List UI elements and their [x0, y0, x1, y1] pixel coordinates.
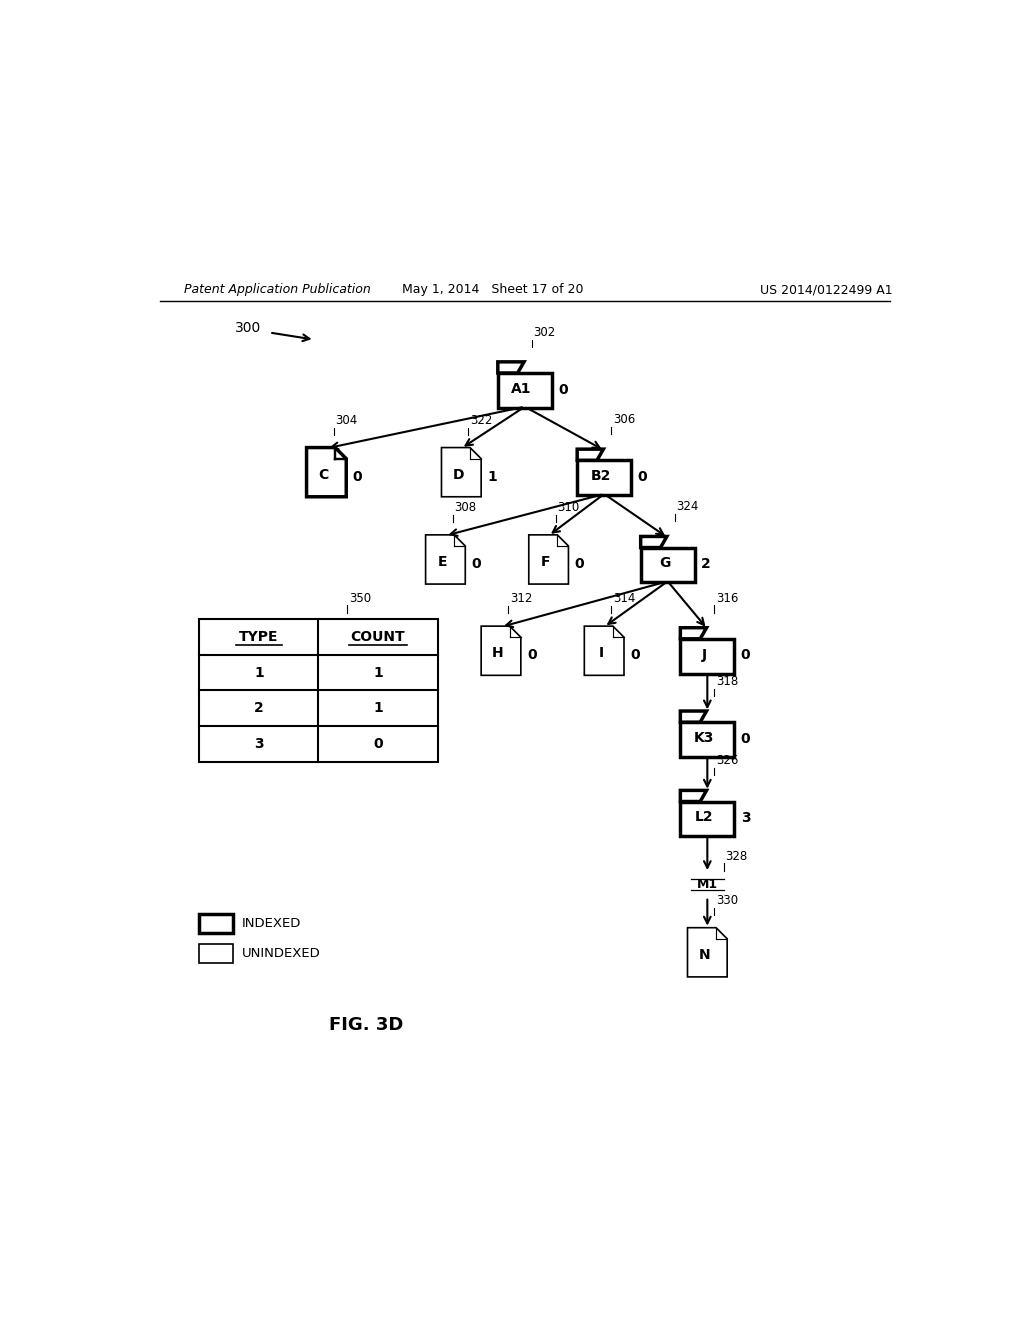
Text: 0: 0: [638, 470, 647, 484]
Text: 350: 350: [349, 591, 372, 605]
Text: FIG. 3D: FIG. 3D: [329, 1016, 403, 1035]
Text: 1: 1: [487, 470, 498, 484]
Text: 0: 0: [740, 648, 751, 663]
Text: 326: 326: [716, 755, 738, 767]
Text: 304: 304: [335, 414, 357, 426]
Text: 3: 3: [740, 812, 751, 825]
Text: M1: M1: [696, 878, 718, 891]
Polygon shape: [680, 711, 707, 722]
Text: US 2014/0122499 A1: US 2014/0122499 A1: [760, 282, 893, 296]
Text: Patent Application Publication: Patent Application Publication: [183, 282, 371, 296]
Text: May 1, 2014   Sheet 17 of 20: May 1, 2014 Sheet 17 of 20: [402, 282, 584, 296]
Polygon shape: [680, 801, 734, 837]
Text: COUNT: COUNT: [350, 630, 406, 644]
Bar: [200, 915, 232, 933]
Text: 324: 324: [677, 500, 698, 513]
Polygon shape: [680, 722, 734, 758]
Text: 0: 0: [574, 557, 585, 572]
Polygon shape: [578, 461, 631, 495]
Text: 2: 2: [254, 701, 264, 715]
Polygon shape: [441, 447, 481, 496]
Polygon shape: [680, 628, 707, 639]
Text: 2: 2: [701, 557, 711, 572]
Text: 316: 316: [716, 591, 738, 605]
Text: 0: 0: [352, 470, 362, 484]
Text: UNINDEXED: UNINDEXED: [242, 948, 321, 961]
Text: E: E: [437, 554, 447, 569]
Text: J: J: [701, 648, 707, 661]
Text: 322: 322: [470, 414, 493, 426]
Text: I: I: [598, 645, 603, 660]
Text: 0: 0: [558, 383, 567, 396]
Polygon shape: [680, 639, 734, 673]
Text: A1: A1: [511, 381, 531, 396]
Text: 318: 318: [716, 675, 738, 688]
Text: 300: 300: [236, 321, 261, 335]
Text: C: C: [318, 467, 329, 482]
Text: 1: 1: [373, 665, 383, 680]
Text: 328: 328: [726, 850, 748, 862]
Text: N: N: [698, 948, 710, 962]
Polygon shape: [481, 626, 521, 676]
Polygon shape: [641, 536, 667, 548]
Text: 0: 0: [631, 648, 640, 663]
Text: K3: K3: [694, 731, 715, 744]
Text: F: F: [541, 554, 550, 569]
Text: 306: 306: [613, 413, 635, 426]
Polygon shape: [585, 626, 624, 676]
Polygon shape: [498, 362, 524, 374]
Polygon shape: [306, 447, 346, 496]
Text: INDEXED: INDEXED: [242, 917, 301, 931]
Polygon shape: [426, 535, 465, 583]
Text: 314: 314: [613, 593, 635, 606]
Polygon shape: [498, 374, 552, 408]
Text: D: D: [453, 467, 464, 482]
Text: 1: 1: [373, 701, 383, 715]
Text: 0: 0: [373, 737, 383, 751]
Text: G: G: [658, 557, 670, 570]
Polygon shape: [641, 548, 694, 582]
Polygon shape: [578, 449, 603, 461]
Text: L2: L2: [695, 810, 714, 825]
Polygon shape: [687, 928, 727, 977]
Text: 0: 0: [472, 557, 481, 572]
Text: 310: 310: [557, 502, 580, 515]
Text: 0: 0: [527, 648, 537, 663]
Text: B2: B2: [591, 469, 611, 483]
Text: 302: 302: [534, 326, 556, 339]
Text: 312: 312: [510, 593, 532, 606]
Bar: [200, 619, 437, 762]
Text: TYPE: TYPE: [240, 630, 279, 644]
Text: 3: 3: [254, 737, 264, 751]
Bar: [200, 944, 232, 964]
Text: 330: 330: [716, 894, 738, 907]
Text: 1: 1: [254, 665, 264, 680]
Text: 0: 0: [740, 731, 751, 746]
Text: 308: 308: [455, 502, 476, 515]
Text: H: H: [492, 645, 504, 660]
Polygon shape: [680, 791, 707, 801]
Polygon shape: [528, 535, 568, 583]
